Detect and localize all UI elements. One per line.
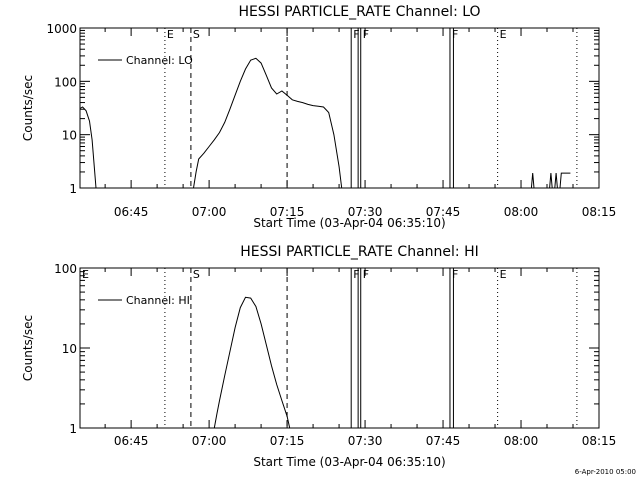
event-label: F	[452, 28, 458, 41]
x-tick-label: 08:00	[504, 434, 539, 448]
x-tick-label: 06:45	[114, 205, 149, 219]
x-tick-label: 07:00	[192, 434, 227, 448]
x-axis-label: Start Time (03-Apr-04 06:35:10)	[253, 216, 445, 230]
chart-panel: HESSI PARTICLE_RATE Channel: LO 06:45 07:0…	[21, 4, 616, 230]
x-tick-label: 08:00	[504, 205, 539, 219]
chart-title: HESSI PARTICLE_RATE Channel: LO	[238, 4, 480, 20]
x-tick-label: 08:15	[582, 434, 617, 448]
footer-timestamp: 6-Apr-2010 05:00	[575, 468, 636, 476]
y-tick-label: 10	[62, 342, 77, 356]
x-tick-label: 06:45	[114, 434, 149, 448]
y-tick-label: 1	[69, 422, 77, 436]
y-tick-label: 1000	[46, 22, 77, 36]
y-tick-label: 100	[54, 262, 77, 276]
x-tick-label: 08:15	[582, 205, 617, 219]
event-label: E	[500, 28, 507, 41]
x-axis-label: Start Time (03-Apr-04 06:35:10)	[253, 455, 445, 469]
y-axis-label: Counts/sec	[21, 75, 35, 141]
event-label: F	[452, 268, 458, 281]
event-label: E	[500, 268, 507, 281]
event-label: F	[363, 28, 369, 41]
series-line	[79, 57, 571, 189]
legend-label: Channel: HI	[126, 294, 190, 307]
x-tick-label: 07:30	[348, 205, 383, 219]
y-tick-label: 1	[69, 182, 77, 196]
event-label: F	[363, 268, 369, 281]
event-label: F	[353, 28, 359, 41]
x-tick-label: 07:15	[270, 434, 305, 448]
x-tick-label: 07:45	[426, 434, 461, 448]
chart-panel: HESSI PARTICLE_RATE Channel: HI 06:45 07:0…	[21, 244, 616, 469]
legend-label: Channel: LO	[126, 54, 193, 67]
panels: HESSI PARTICLE_RATE Channel: LO 06:45 07:0…	[21, 4, 616, 469]
x-tick-label: 07:45	[426, 205, 461, 219]
x-tick-label: 07:15	[270, 205, 305, 219]
y-tick-label: 10	[62, 129, 77, 143]
event-label: E	[167, 28, 174, 41]
y-tick-label: 100	[54, 75, 77, 89]
event-label: E	[82, 268, 89, 281]
x-tick-label: 07:00	[192, 205, 227, 219]
x-tick-label: 07:30	[348, 434, 383, 448]
event-label: S	[193, 268, 200, 281]
chart-title: HESSI PARTICLE_RATE Channel: HI	[240, 244, 478, 260]
series-line	[213, 296, 291, 429]
event-label: S	[193, 28, 200, 41]
event-label: F	[353, 268, 359, 281]
y-axis-label: Counts/sec	[21, 315, 35, 381]
